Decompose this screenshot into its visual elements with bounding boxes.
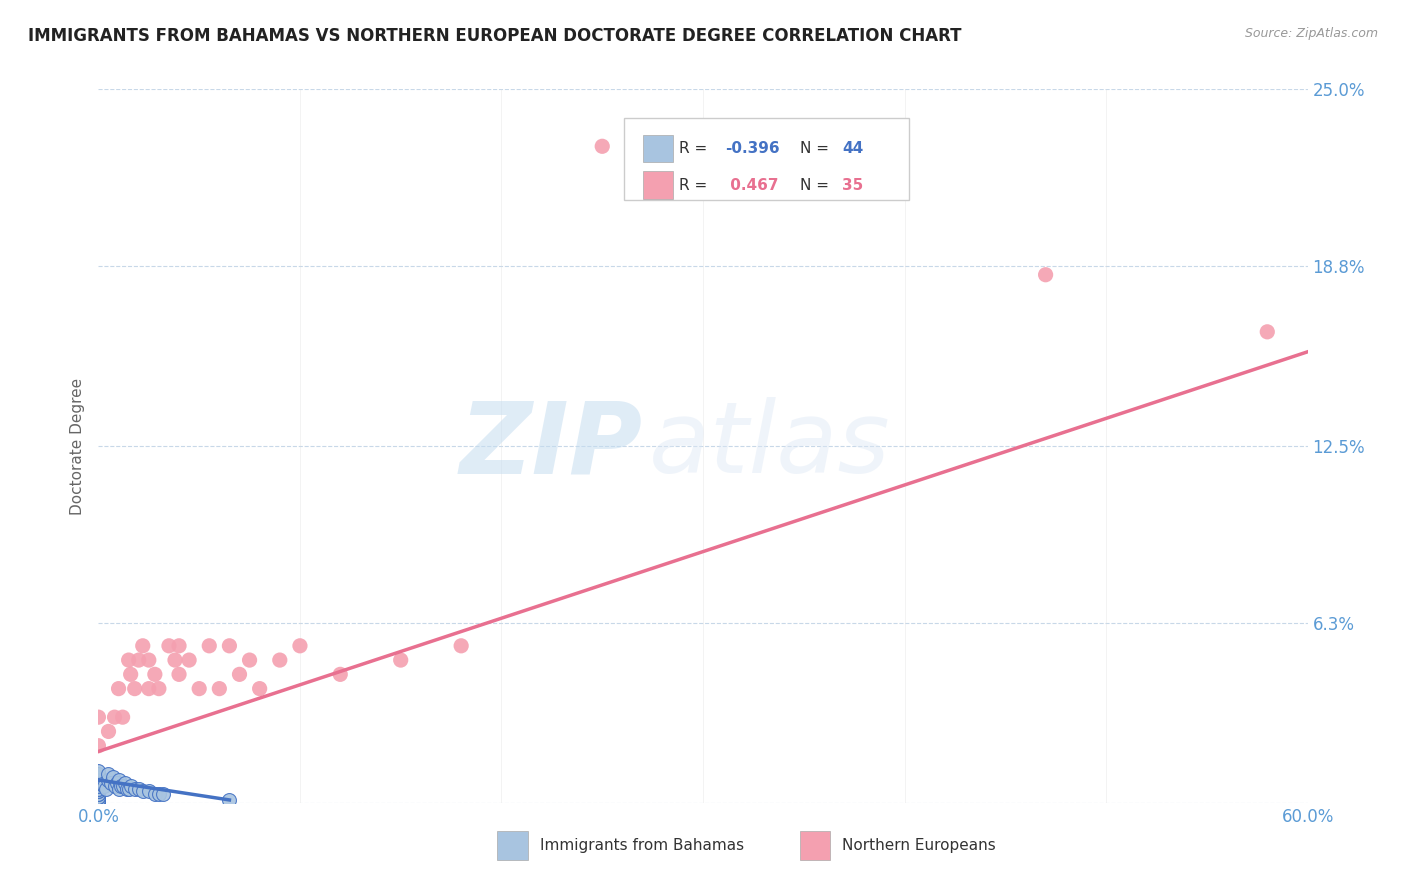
Text: Source: ZipAtlas.com: Source: ZipAtlas.com bbox=[1244, 27, 1378, 40]
Point bbox=[87, 739, 110, 753]
Point bbox=[103, 710, 125, 724]
Point bbox=[87, 787, 110, 801]
Point bbox=[114, 776, 136, 790]
Point bbox=[157, 639, 180, 653]
Point bbox=[87, 793, 110, 807]
Point bbox=[143, 787, 166, 801]
Point bbox=[97, 767, 120, 781]
Text: IMMIGRANTS FROM BAHAMAS VS NORTHERN EUROPEAN DOCTORATE DEGREE CORRELATION CHART: IMMIGRANTS FROM BAHAMAS VS NORTHERN EURO… bbox=[28, 27, 962, 45]
Point bbox=[228, 667, 250, 681]
Text: R =: R = bbox=[679, 142, 711, 156]
Point bbox=[100, 776, 122, 790]
Point bbox=[591, 139, 613, 153]
Point bbox=[179, 653, 201, 667]
Point bbox=[208, 681, 231, 696]
Text: 0.467: 0.467 bbox=[724, 178, 779, 193]
Point bbox=[87, 796, 110, 810]
Point bbox=[288, 639, 311, 653]
Point bbox=[249, 681, 271, 696]
Point bbox=[118, 653, 141, 667]
Point bbox=[132, 784, 155, 798]
Text: N =: N = bbox=[800, 178, 834, 193]
Point bbox=[1035, 268, 1057, 282]
Point bbox=[111, 779, 134, 793]
Point bbox=[87, 784, 110, 798]
Point bbox=[167, 639, 190, 653]
Point bbox=[103, 779, 125, 793]
Point bbox=[450, 639, 472, 653]
Point bbox=[97, 724, 120, 739]
Point bbox=[143, 667, 166, 681]
Point bbox=[87, 790, 110, 805]
Point bbox=[107, 781, 129, 796]
Point bbox=[239, 653, 262, 667]
FancyBboxPatch shape bbox=[643, 171, 673, 199]
Point bbox=[138, 653, 160, 667]
Text: ZIP: ZIP bbox=[460, 398, 643, 494]
Y-axis label: Doctorate Degree: Doctorate Degree bbox=[69, 377, 84, 515]
Point bbox=[218, 793, 240, 807]
Point bbox=[128, 653, 150, 667]
Point bbox=[188, 681, 211, 696]
Point bbox=[107, 681, 129, 696]
Point bbox=[269, 653, 291, 667]
Point bbox=[118, 781, 141, 796]
Text: Immigrants from Bahamas: Immigrants from Bahamas bbox=[540, 838, 744, 853]
Point bbox=[120, 779, 142, 793]
Point bbox=[87, 710, 110, 724]
Point bbox=[138, 681, 160, 696]
Point bbox=[87, 796, 110, 810]
Point bbox=[148, 787, 170, 801]
FancyBboxPatch shape bbox=[498, 831, 527, 860]
Point bbox=[87, 796, 110, 810]
Point bbox=[198, 639, 221, 653]
Point bbox=[87, 781, 110, 796]
Point bbox=[110, 779, 132, 793]
Point bbox=[124, 681, 146, 696]
Point bbox=[87, 793, 110, 807]
Point bbox=[87, 772, 110, 787]
Point bbox=[218, 639, 240, 653]
Point bbox=[93, 779, 115, 793]
Point bbox=[87, 787, 110, 801]
Text: atlas: atlas bbox=[648, 398, 890, 494]
Point bbox=[163, 653, 186, 667]
Point bbox=[96, 781, 118, 796]
Point bbox=[87, 779, 110, 793]
Text: Northern Europeans: Northern Europeans bbox=[842, 838, 995, 853]
Point bbox=[128, 781, 150, 796]
Text: -0.396: -0.396 bbox=[724, 142, 779, 156]
Point bbox=[87, 790, 110, 805]
Point bbox=[120, 667, 142, 681]
FancyBboxPatch shape bbox=[643, 136, 673, 162]
Point bbox=[132, 639, 155, 653]
Point bbox=[101, 770, 124, 784]
Point bbox=[97, 772, 120, 787]
Point bbox=[152, 787, 174, 801]
Text: N =: N = bbox=[800, 142, 834, 156]
Point bbox=[1256, 325, 1278, 339]
Point bbox=[111, 710, 134, 724]
Text: 35: 35 bbox=[842, 178, 863, 193]
FancyBboxPatch shape bbox=[624, 118, 908, 200]
Point bbox=[87, 784, 110, 798]
Point bbox=[87, 781, 110, 796]
Point bbox=[87, 770, 110, 784]
Point bbox=[105, 776, 128, 790]
Point bbox=[87, 767, 110, 781]
Point bbox=[167, 667, 190, 681]
Point bbox=[87, 776, 110, 790]
Point bbox=[107, 772, 129, 787]
Point bbox=[138, 784, 160, 798]
Point bbox=[329, 667, 352, 681]
Point bbox=[148, 681, 170, 696]
Point bbox=[389, 653, 412, 667]
Text: 44: 44 bbox=[842, 142, 863, 156]
Text: R =: R = bbox=[679, 178, 711, 193]
Point bbox=[87, 764, 110, 779]
Point bbox=[115, 781, 138, 796]
FancyBboxPatch shape bbox=[800, 831, 830, 860]
Point bbox=[124, 781, 146, 796]
Point bbox=[87, 772, 110, 787]
